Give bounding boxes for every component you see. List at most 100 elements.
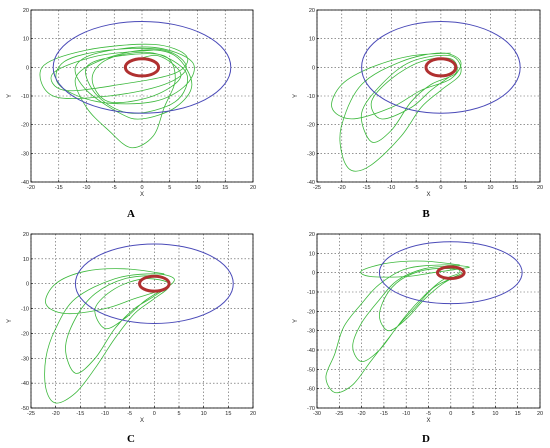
outer-circle <box>52 20 232 114</box>
x-tick-label: -20 <box>27 185 35 191</box>
x-tick-label: -5 <box>112 185 117 191</box>
x-tick-label: 5 <box>177 411 180 417</box>
x-axis-label: X <box>426 418 430 424</box>
plot-content <box>39 20 232 149</box>
y-tick-label: -20 <box>21 331 29 337</box>
x-tick-label: -15 <box>55 185 63 191</box>
y-tick-label: 20 <box>309 8 315 14</box>
x-tick-label: -25 <box>27 411 35 417</box>
outer-circle <box>361 20 521 114</box>
chart-panel-c: -25 -20 -15 -10 -5 0 5 10 15 20-50-40-30-20-10010… <box>7 232 256 445</box>
x-tick-label: -5 <box>426 411 431 417</box>
y-tick-label: 20 <box>309 232 315 238</box>
x-axis-label: X <box>140 418 144 424</box>
y-tick-label: -20 <box>307 123 315 129</box>
panel-label: B <box>422 208 430 220</box>
y-axis-label: Y <box>7 94 13 98</box>
y-tick-label: -50 <box>21 406 29 412</box>
x-tick-label: -5 <box>414 185 419 191</box>
y-tick-label: 10 <box>23 37 29 43</box>
trajectory-line <box>44 268 175 404</box>
y-tick-label: -20 <box>21 123 29 129</box>
x-tick-label: -10 <box>101 411 109 417</box>
panel-label: C <box>127 433 135 445</box>
panel-label: D <box>422 433 430 445</box>
axes-frame <box>30 233 254 409</box>
inner-circle <box>424 57 458 78</box>
x-tick-label: 20 <box>537 185 543 191</box>
y-tick-label: -10 <box>21 94 29 100</box>
trajectory-line <box>331 52 462 172</box>
y-axis-label: Y <box>7 319 13 323</box>
x-tick-label: 5 <box>168 185 171 191</box>
x-tick-label: 15 <box>512 185 518 191</box>
x-tick-label: 0 <box>439 185 442 191</box>
y-tick-label: -40 <box>307 180 315 186</box>
x-tick-label: -10 <box>83 185 91 191</box>
plot-content <box>331 20 521 172</box>
x-tick-label: -25 <box>335 411 343 417</box>
y-tick-label: 20 <box>23 232 29 238</box>
y-tick-label: 10 <box>309 251 315 257</box>
y-tick-label: 10 <box>23 257 29 263</box>
x-tick-label: 10 <box>194 185 200 191</box>
x-tick-label: 10 <box>201 411 207 417</box>
y-tick-label: -60 <box>307 387 315 393</box>
x-axis-label: X <box>140 192 144 198</box>
x-tick-label: 20 <box>250 185 256 191</box>
x-tick-label: 5 <box>464 185 467 191</box>
x-tick-label: 0 <box>153 411 156 417</box>
y-tick-label: -30 <box>307 329 315 335</box>
plot-content <box>325 241 523 394</box>
y-tick-label: -10 <box>307 290 315 296</box>
y-axis-label: Y <box>293 94 299 98</box>
x-tick-label: 0 <box>449 411 452 417</box>
trajectory-line <box>325 260 470 394</box>
y-tick-label: -10 <box>307 94 315 100</box>
x-tick-label: -20 <box>358 411 366 417</box>
outer-circle <box>74 243 234 324</box>
x-tick-label: -20 <box>338 185 346 191</box>
inner-circle <box>123 57 161 78</box>
y-tick-label: 0 <box>312 65 315 71</box>
y-tick-label: -70 <box>307 406 315 412</box>
x-tick-label: 20 <box>250 411 256 417</box>
x-tick-label: 15 <box>515 411 521 417</box>
x-tick-label: 0 <box>140 185 143 191</box>
chart-panel-b: -25 -20 -15 -10 -5 0 5 10 15 20 -40 -30 -20 -10 0 10 20 X… <box>293 8 543 220</box>
x-tick-label: 20 <box>537 411 543 417</box>
x-tick-label: 5 <box>472 411 475 417</box>
x-tick-label: -10 <box>402 411 410 417</box>
y-tick-label: -40 <box>21 180 29 186</box>
x-tick-label: 15 <box>225 411 231 417</box>
y-tick-label: -30 <box>307 151 315 157</box>
y-tick-label: -20 <box>307 309 315 315</box>
x-tick-label: 15 <box>222 185 228 191</box>
x-tick-label: -15 <box>363 185 371 191</box>
y-tick-label: -30 <box>21 356 29 362</box>
y-tick-label: 0 <box>26 65 29 71</box>
y-tick-label: 20 <box>23 8 29 14</box>
y-tick-label: 0 <box>26 282 29 288</box>
x-tick-label: -5 <box>127 411 132 417</box>
plot-content <box>44 243 234 404</box>
panel-label: A <box>127 208 135 220</box>
y-tick-label: -50 <box>307 367 315 373</box>
x-tick-label: -15 <box>380 411 388 417</box>
x-tick-label: -20 <box>52 411 60 417</box>
y-tick-label: -40 <box>21 381 29 387</box>
plot-area <box>31 234 253 408</box>
y-tick-label: 10 <box>309 37 315 43</box>
chart-panel-d: -30 -25 -20 -15 -10 -5 0 5 10 15 20-70-60-50-40-30… <box>293 232 543 445</box>
trajectory-line <box>39 43 195 149</box>
x-tick-label: -30 <box>313 411 321 417</box>
y-tick-label: -10 <box>21 307 29 313</box>
x-tick-label: 10 <box>487 185 493 191</box>
x-axis-label: X <box>426 192 430 198</box>
inner-circle <box>138 274 171 293</box>
x-tick-label: 10 <box>492 411 498 417</box>
x-tick-label: -25 <box>313 185 321 191</box>
y-tick-label: 0 <box>312 271 315 277</box>
y-tick-label: -30 <box>21 151 29 157</box>
